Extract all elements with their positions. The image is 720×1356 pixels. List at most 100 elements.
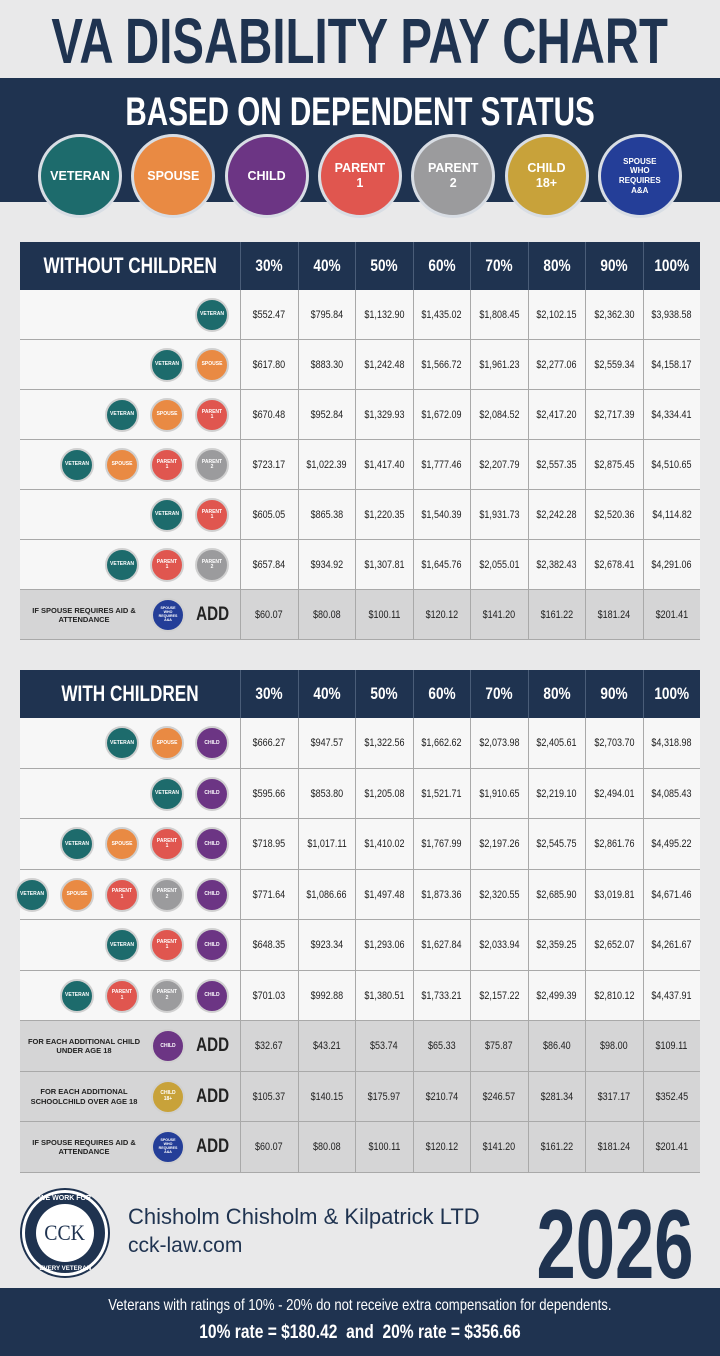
rate-cell-text: $181.24 [597, 609, 631, 621]
rate-cell-text: $2,703.70 [594, 737, 635, 750]
rate-cell: $1,322.56 [355, 718, 413, 769]
rate-cell: $2,652.07 [585, 920, 643, 971]
rate-cell: $2,875.45 [585, 440, 643, 490]
rate-cell-text: $281.34 [540, 1090, 574, 1103]
rate-cell-text: $1,672.09 [421, 409, 462, 421]
rate-cell: $2,102.15 [527, 290, 586, 340]
footer-note: Veterans with ratings of 10% - 20% do no… [0, 1294, 720, 1318]
column-header: 80% [527, 242, 586, 290]
row-note: FOR EACH ADDITIONAL CHILD UNDER AGE 18 [27, 1036, 141, 1056]
rate-cell-text: $2,861.76 [594, 838, 635, 851]
rate-cell: $210.74 [412, 1071, 471, 1122]
dependent-badge: VETERAN [105, 398, 139, 432]
rate-cell: $4,671.46 [642, 869, 701, 920]
rate-cell-text: $723.17 [252, 459, 286, 471]
logo-center: CCK [36, 1204, 94, 1262]
rate-cell: $65.33 [412, 1021, 471, 1072]
logo-center-text: CCK [44, 1220, 86, 1245]
column-header-text: 40% [313, 256, 341, 275]
rate-cell-text: $65.33 [427, 1040, 456, 1053]
rate-cell-text: $2,417.20 [536, 409, 577, 421]
rate-cell: $3,019.81 [585, 869, 643, 920]
rate-cell-text: $1,733.21 [421, 989, 462, 1002]
column-header-text: 70% [485, 256, 513, 275]
rate-cell-text: $2,499.39 [536, 989, 577, 1002]
legend-badge: PARENT 1 [317, 134, 402, 218]
rate-cell: $701.03 [240, 970, 298, 1021]
rate-cell-text: $934.92 [310, 559, 344, 571]
legend-badge: VETERAN [38, 134, 122, 218]
rate-cell-text: $617.80 [252, 359, 286, 371]
title: VA DISABILITY PAY CHART [0, 4, 720, 78]
rate-cell-text: $161.22 [540, 609, 574, 621]
rate-cell-text: $1,205.08 [364, 787, 405, 800]
rate-cell: $109.11 [642, 1021, 701, 1072]
rate-cell: $718.95 [240, 819, 298, 870]
rate-cell: $2,559.34 [585, 340, 643, 390]
dependent-badge: PARENT 2 [150, 877, 184, 912]
dependent-badge: VETERAN [15, 877, 49, 912]
rate-cell-text: $161.22 [540, 1141, 574, 1154]
rate-cell-text: $1,645.76 [421, 559, 462, 571]
rate-cell-text: $2,084.52 [479, 409, 520, 421]
rate-cell: $1,132.90 [355, 290, 413, 340]
rate-cell: $605.05 [240, 490, 298, 540]
rate-cell: $2,678.41 [585, 540, 643, 590]
website: cck-law.com [128, 1234, 243, 1257]
rate-cell: $2,277.06 [527, 340, 586, 390]
rate-cell: $2,207.79 [470, 440, 528, 490]
dependent-badge: VETERAN [105, 928, 139, 963]
rate-cell-text: $2,678.41 [594, 559, 635, 571]
rate-cell-text: $4,085.43 [651, 787, 692, 800]
table-row [20, 590, 700, 640]
rate-cell-text: $2,277.06 [536, 359, 577, 371]
rate-cell-text: $853.80 [310, 787, 344, 800]
dependent-badge: SPOUSE [150, 398, 184, 432]
row-note: IF SPOUSE REQUIRES AID & ATTENDANCE [32, 1137, 136, 1157]
dependent-badge: CHILD [195, 827, 229, 862]
rate-cell-text: $80.08 [312, 1141, 341, 1154]
rate-cell: $281.34 [527, 1071, 586, 1122]
dependent-badge: SPOUSE [105, 827, 139, 862]
rate-cell: $120.12 [412, 1122, 471, 1173]
rate-cell: $1,220.35 [355, 490, 413, 540]
dependent-badge: PARENT 1 [150, 928, 184, 963]
rate-cell: $1,086.66 [297, 869, 356, 920]
subtitle: BASED ON DEPENDENT STATUS [0, 86, 720, 138]
rate-cell: $161.22 [527, 590, 586, 640]
rate-cell-text: $1,873.36 [421, 888, 462, 901]
rate-cell-text: $1,293.06 [364, 939, 405, 952]
rate-cell-text: $1,961.23 [479, 359, 520, 371]
row-note: IF SPOUSE REQUIRES AID & ATTENDANCE [32, 605, 136, 624]
rate-cell-text: $1,086.66 [306, 888, 347, 901]
table-header [20, 242, 700, 290]
rate-cell: $1,733.21 [412, 970, 471, 1021]
rate-cell-text: $1,521.71 [421, 787, 462, 800]
rate-cell-text: $718.95 [252, 838, 286, 851]
rate-cell-text: $666.27 [252, 737, 286, 750]
dependent-badge: VETERAN [60, 978, 94, 1013]
column-header-text: 90% [600, 684, 628, 703]
dependent-badge: CHILD [195, 928, 229, 963]
column-header-text: 80% [543, 684, 571, 703]
rate-cell: $1,627.84 [412, 920, 471, 971]
rate-cell-text: $60.07 [255, 1141, 284, 1154]
rate-cell-text: $1,808.45 [479, 309, 520, 321]
footer-rates: 10% rate = $180.42 and 20% rate = $356.6… [0, 1320, 720, 1346]
rate-cell-text: $3,019.81 [594, 888, 635, 901]
rate-cell: $1,672.09 [412, 390, 471, 440]
column-header-text: 40% [313, 684, 341, 703]
rate-cell: $883.30 [297, 340, 356, 390]
table-row [20, 490, 700, 540]
rate-cell-text: $2,545.75 [536, 838, 577, 851]
column-header: 90% [585, 670, 643, 718]
rate-cell: $161.22 [527, 1122, 586, 1173]
rate-cell-text: $1,132.90 [364, 309, 405, 321]
dependent-badge: SPOUSE [195, 348, 229, 382]
rate-cell-text: $201.41 [655, 1141, 689, 1154]
rate-cell: $1,931.73 [470, 490, 528, 540]
rate-cell: $100.11 [355, 1122, 413, 1173]
rate-cell-text: $771.64 [252, 888, 286, 901]
rate-cell-text: $595.66 [252, 787, 286, 800]
rate-cell: $181.24 [585, 1122, 643, 1173]
